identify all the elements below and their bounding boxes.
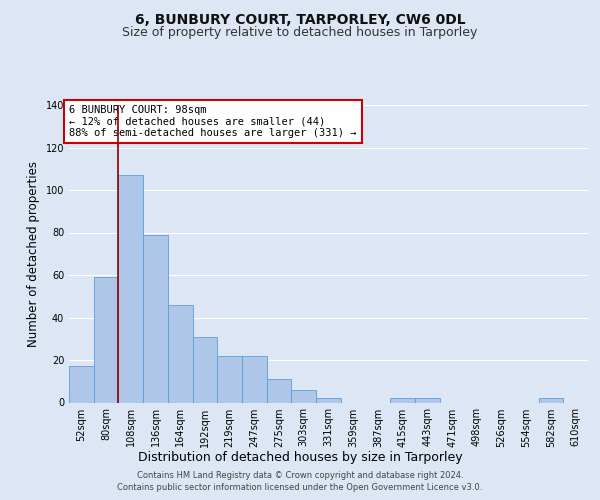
Bar <box>292 390 316 402</box>
Text: Distribution of detached houses by size in Tarporley: Distribution of detached houses by size … <box>137 451 463 464</box>
Text: Contains HM Land Registry data © Crown copyright and database right 2024.
Contai: Contains HM Land Registry data © Crown c… <box>118 471 482 492</box>
Bar <box>193 336 217 402</box>
Bar <box>267 379 292 402</box>
Bar <box>539 398 563 402</box>
Bar <box>143 234 168 402</box>
Text: 6, BUNBURY COURT, TARPORLEY, CW6 0DL: 6, BUNBURY COURT, TARPORLEY, CW6 0DL <box>134 12 466 26</box>
Bar <box>168 304 193 402</box>
Bar <box>390 398 415 402</box>
Bar <box>217 356 242 403</box>
Bar <box>242 356 267 403</box>
Bar <box>118 175 143 402</box>
Text: 6 BUNBURY COURT: 98sqm
← 12% of detached houses are smaller (44)
88% of semi-det: 6 BUNBURY COURT: 98sqm ← 12% of detached… <box>69 105 356 138</box>
Bar <box>94 277 118 402</box>
Bar <box>316 398 341 402</box>
Bar <box>69 366 94 402</box>
Text: Size of property relative to detached houses in Tarporley: Size of property relative to detached ho… <box>122 26 478 39</box>
Bar <box>415 398 440 402</box>
Y-axis label: Number of detached properties: Number of detached properties <box>27 161 40 347</box>
